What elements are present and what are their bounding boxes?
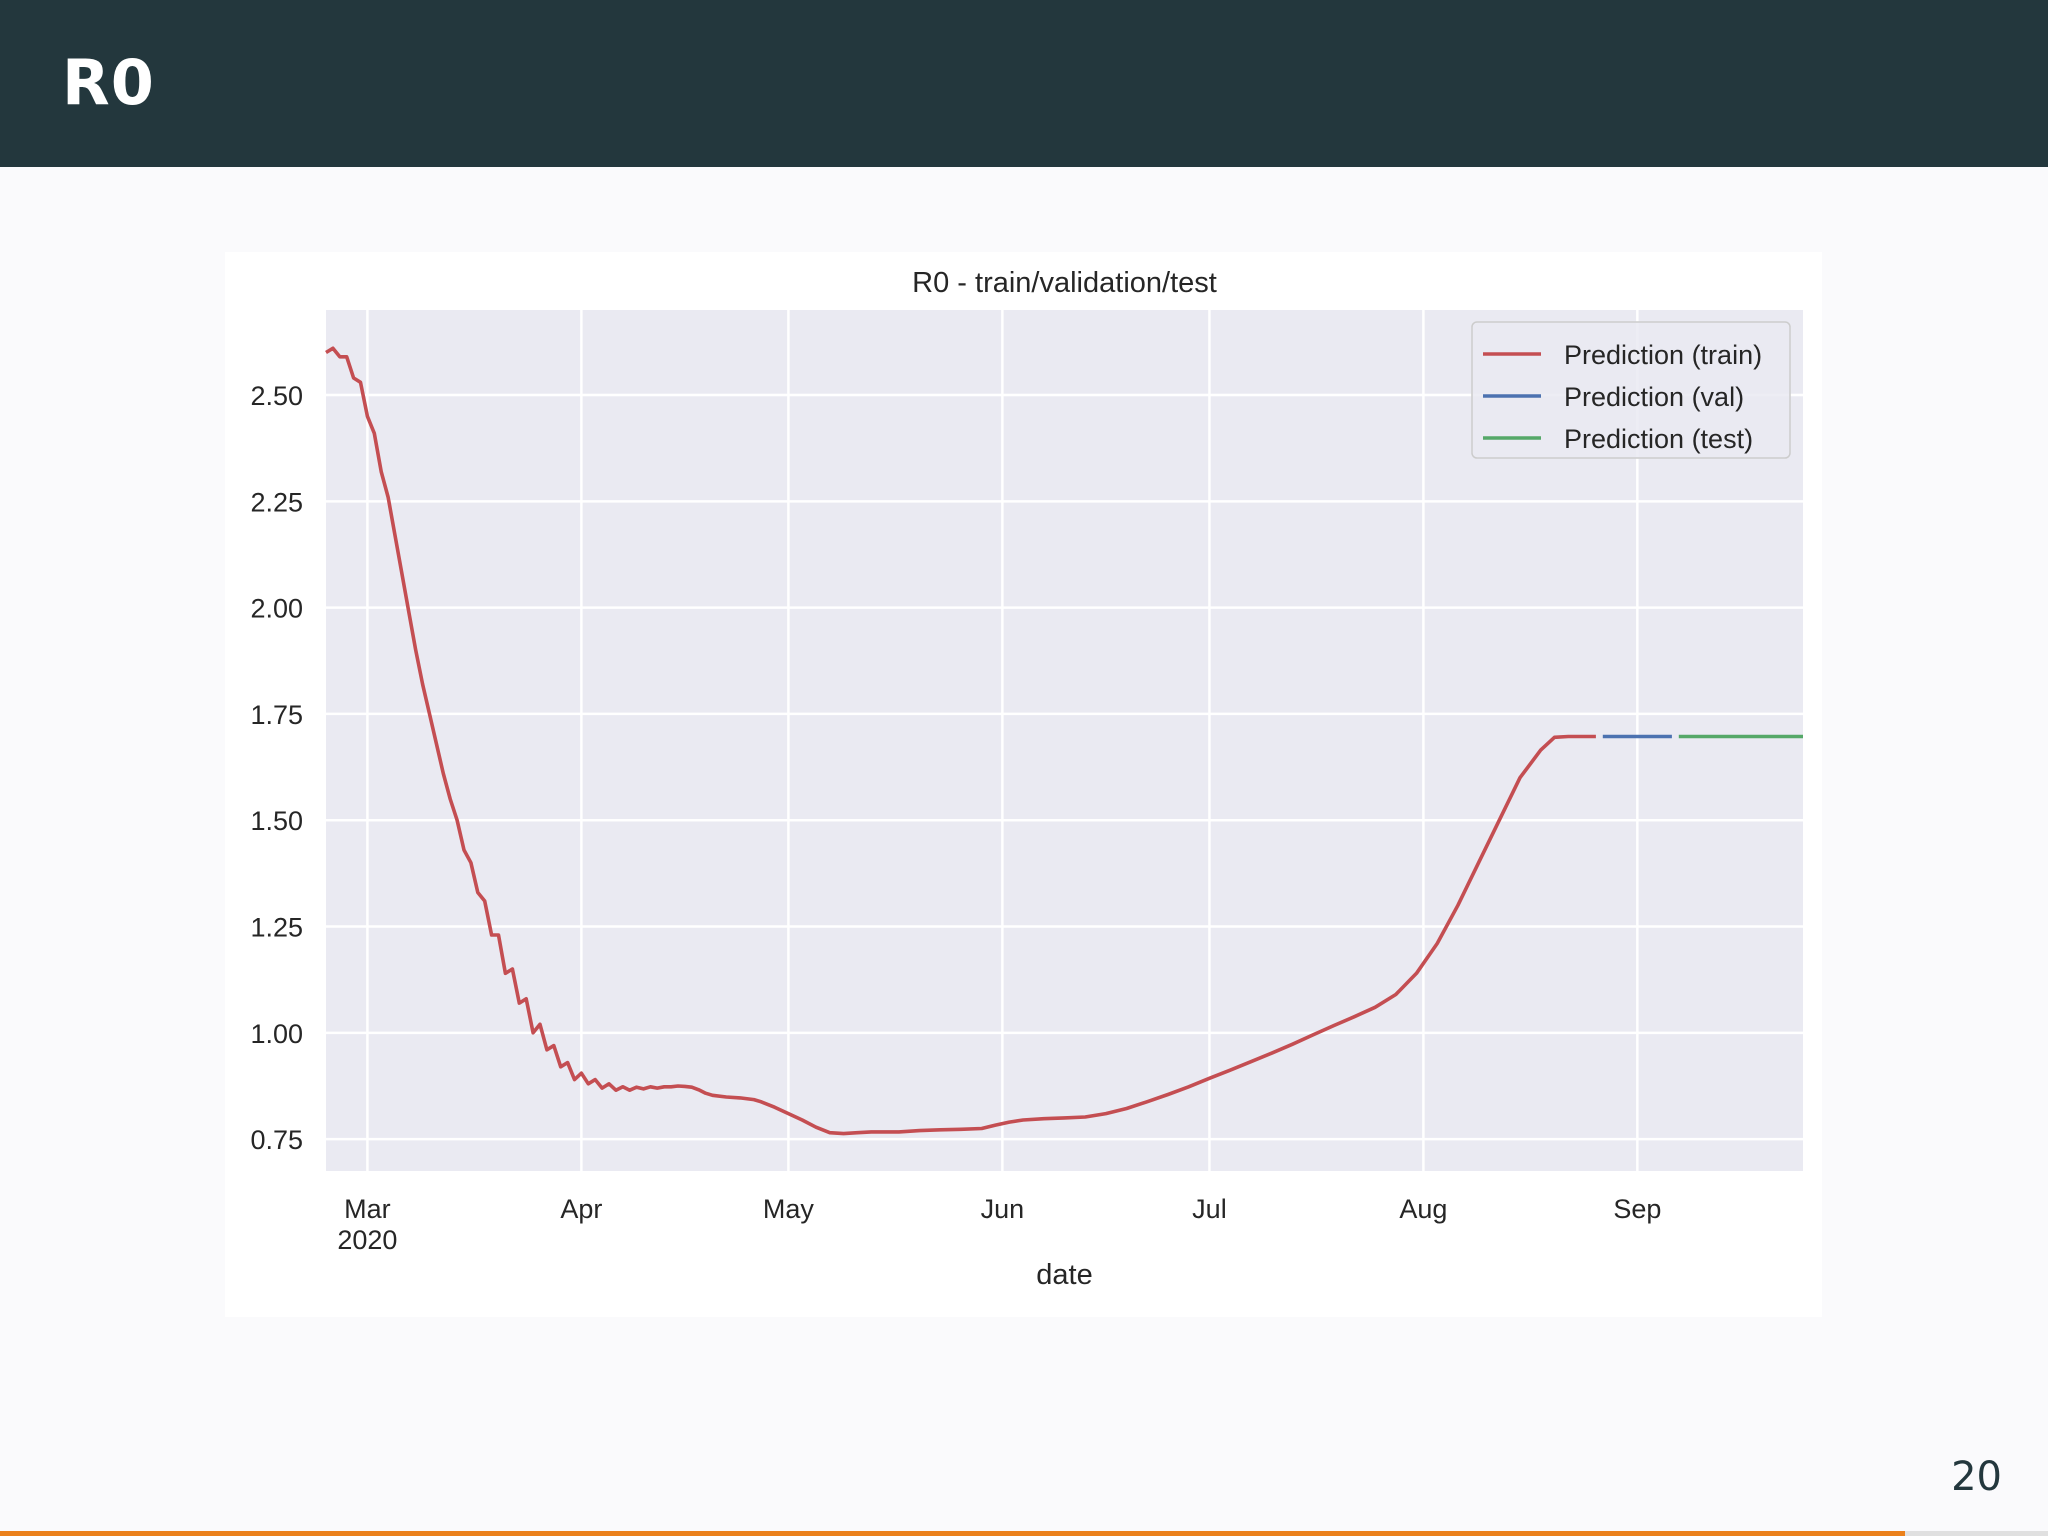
x-tick-label: May: [763, 1194, 815, 1224]
x-tick-label: Sep: [1613, 1194, 1661, 1224]
legend: [1471, 321, 1791, 459]
progress-bar-fill: [0, 1531, 1905, 1536]
x-tick-label: Aug: [1399, 1194, 1447, 1224]
y-tick-label: 1.75: [250, 700, 303, 730]
chart-figure: 0.75 1.00 1.25 1.50 1.75 2.00 2.25 2.50 Mar 2020 A…: [225, 252, 1822, 1317]
x-tick-label: Mar: [344, 1194, 391, 1224]
y-tick-label: 0.75: [250, 1125, 303, 1155]
x-tick-label: Apr: [560, 1194, 602, 1224]
x-tick-label: Jun: [981, 1194, 1025, 1224]
slide-header: R0: [0, 0, 2048, 167]
series-line: [325, 346, 1596, 1136]
legend-label: Prediction (val): [1564, 382, 1744, 412]
y-tick-label: 1.00: [250, 1019, 303, 1049]
legend-label: Prediction (train): [1564, 340, 1762, 370]
y-tick-label: 1.25: [250, 913, 303, 943]
slide-title: R0: [62, 46, 155, 119]
x-tick-label: Jul: [1192, 1194, 1227, 1224]
y-tick-label: 2.00: [250, 594, 303, 624]
y-tick-label: 1.50: [250, 806, 303, 836]
page-number: 20: [1951, 1454, 2002, 1500]
progress-bar: [0, 1531, 2048, 1536]
x-tick-sublabel: 2020: [337, 1225, 397, 1255]
legend-label: Prediction (test): [1564, 424, 1753, 454]
chart-title: R0 - train/validation/test: [912, 267, 1217, 299]
x-axis-label: date: [1036, 1259, 1092, 1291]
y-tick-label: 2.25: [250, 487, 303, 517]
y-tick-label: 2.50: [250, 381, 303, 411]
